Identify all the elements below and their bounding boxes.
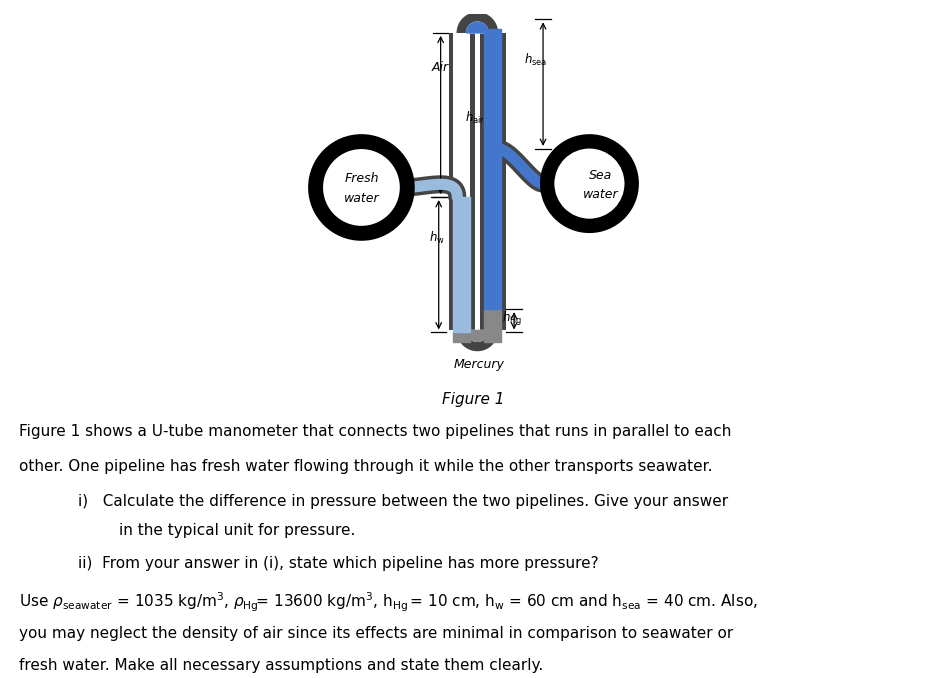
Polygon shape [467, 22, 489, 33]
Text: other. One pipeline has fresh water flowing through it while the other transport: other. One pipeline has fresh water flow… [19, 460, 712, 475]
Polygon shape [457, 330, 497, 351]
Text: i)   Calculate the difference in pressure between the two pipelines. Give your a: i) Calculate the difference in pressure … [78, 494, 728, 509]
FancyBboxPatch shape [484, 33, 501, 330]
Text: Use $\rho_{\sf seawater}$ = 1035 kg/m$^3$, $\rho_{\sf Hg}$$\!$= 13600 kg/m$^3$, : Use $\rho_{\sf seawater}$ = 1035 kg/m$^3… [19, 591, 758, 614]
FancyBboxPatch shape [480, 33, 506, 330]
Text: water: water [344, 192, 379, 205]
Text: in the typical unit for pressure.: in the typical unit for pressure. [119, 523, 355, 538]
Text: you may neglect the density of air since its effects are minimal in comparison t: you may neglect the density of air since… [19, 626, 733, 641]
Text: $h_\mathrm{w}$: $h_\mathrm{w}$ [429, 230, 445, 245]
Text: fresh water. Make all necessary assumptions and state them clearly.: fresh water. Make all necessary assumpti… [19, 658, 544, 673]
Text: $h_\mathrm{air}$: $h_\mathrm{air}$ [465, 110, 486, 126]
Text: Sea: Sea [589, 169, 613, 182]
FancyBboxPatch shape [449, 33, 475, 330]
Text: $h_\mathrm{Hg}$: $h_\mathrm{Hg}$ [503, 310, 523, 328]
Text: Mercury: Mercury [454, 357, 505, 370]
Polygon shape [467, 330, 489, 341]
Polygon shape [457, 13, 497, 33]
Text: Air: Air [432, 61, 449, 74]
Text: $h_\mathrm{sea}$: $h_\mathrm{sea}$ [524, 52, 547, 68]
Text: Figure 1: Figure 1 [442, 393, 505, 407]
Polygon shape [467, 22, 489, 33]
Circle shape [315, 141, 408, 234]
Polygon shape [467, 330, 489, 341]
Text: water: water [583, 188, 618, 201]
Text: Fresh: Fresh [344, 172, 379, 186]
Circle shape [547, 141, 632, 226]
Text: ii)  From your answer in (i), state which pipeline has more pressure?: ii) From your answer in (i), state which… [78, 555, 599, 571]
FancyBboxPatch shape [454, 33, 471, 330]
Text: Figure 1 shows a U-tube manometer that connects two pipelines that runs in paral: Figure 1 shows a U-tube manometer that c… [19, 424, 731, 439]
